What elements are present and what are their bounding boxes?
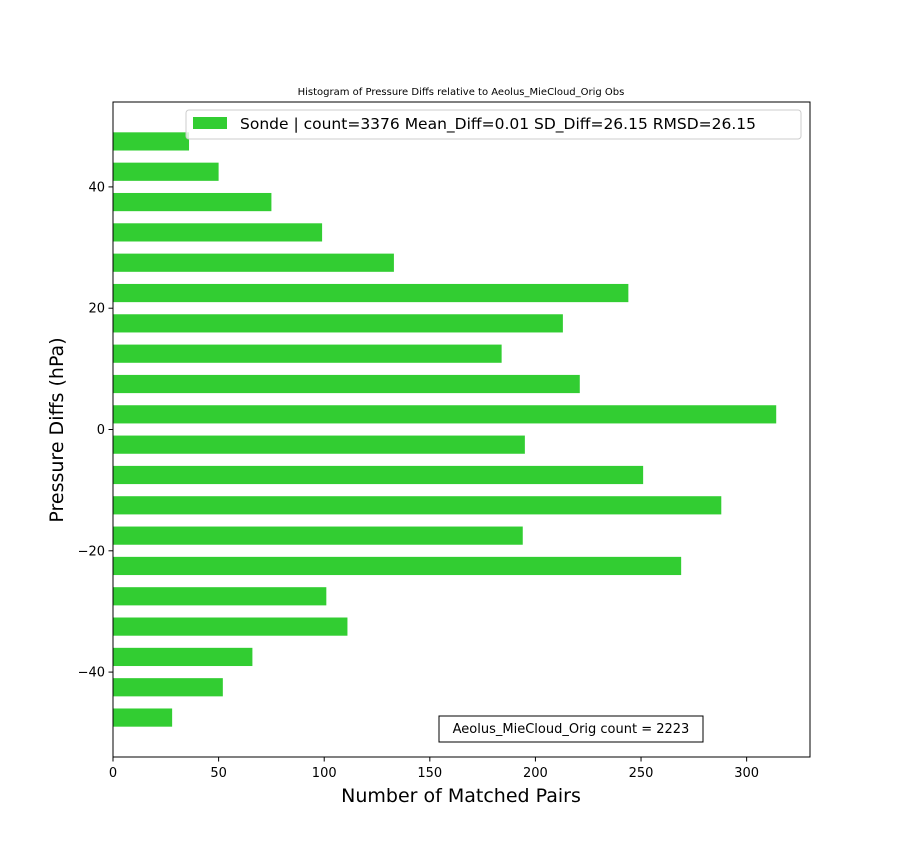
y-axis-ticks: −40 −20 0 20 40	[78, 180, 113, 681]
x-tick-label: 0	[109, 766, 117, 781]
y-tick-label: 40	[88, 180, 105, 195]
x-axis-ticks: 0 50 100 150 200 250 300	[109, 757, 759, 781]
bars-group	[113, 132, 777, 727]
y-tick-label: 20	[88, 302, 105, 317]
bar	[113, 162, 219, 181]
annotation-box: Aeolus_MieCloud_Orig count = 2223	[438, 715, 704, 743]
bar	[113, 587, 327, 606]
bar	[113, 526, 523, 545]
annotation-frame	[438, 715, 704, 743]
y-tick-label: −20	[78, 544, 105, 559]
bar	[113, 374, 580, 394]
bar	[113, 223, 323, 242]
bar	[113, 253, 394, 272]
bar	[113, 647, 253, 667]
legend-frame	[185, 109, 802, 140]
bar	[113, 617, 348, 636]
bar	[113, 405, 777, 424]
bar	[113, 465, 644, 485]
x-tick-label: 200	[523, 766, 548, 781]
y-tick-label: 0	[97, 423, 105, 438]
legend: Sonde | count=3376 Mean_Diff=0.01 SD_Dif…	[185, 109, 802, 140]
chart-title: Histogram of Pressure Diffs relative to …	[298, 87, 625, 98]
bar	[113, 314, 563, 333]
x-axis-label: Number of Matched Pairs	[341, 785, 581, 807]
x-tick-label: 50	[210, 766, 227, 781]
legend-swatch	[193, 117, 227, 129]
bar	[113, 556, 682, 576]
bar	[113, 192, 272, 212]
bar	[113, 283, 629, 303]
annotation-text: Aeolus_MieCloud_Orig count = 2223	[453, 722, 690, 737]
x-tick-label: 100	[312, 766, 337, 781]
bar	[113, 678, 223, 697]
bar	[113, 132, 190, 151]
x-tick-label: 300	[734, 766, 759, 781]
bar	[113, 344, 502, 363]
x-tick-label: 150	[417, 766, 442, 781]
bar	[113, 435, 525, 454]
legend-label: Sonde | count=3376 Mean_Diff=0.01 SD_Dif…	[240, 115, 756, 134]
bar	[113, 708, 173, 727]
y-axis-label: Pressure Diffs (hPa)	[46, 337, 68, 522]
y-tick-label: −40	[78, 666, 105, 681]
bar	[113, 496, 722, 515]
x-tick-label: 250	[629, 766, 654, 781]
